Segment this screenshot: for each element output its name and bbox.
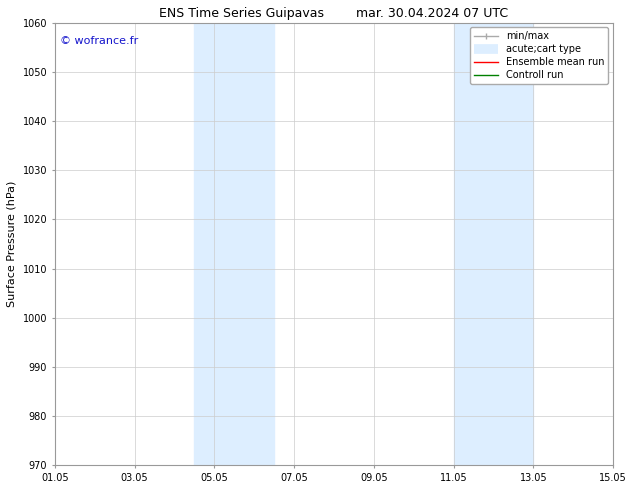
- Text: © wofrance.fr: © wofrance.fr: [60, 36, 139, 46]
- Bar: [195, 23, 274, 466]
- Legend: min/max, acute;cart type, Ensemble mean run, Controll run: min/max, acute;cart type, Ensemble mean …: [470, 27, 608, 84]
- Bar: [454, 23, 533, 466]
- Title: ENS Time Series Guipavas        mar. 30.04.2024 07 UTC: ENS Time Series Guipavas mar. 30.04.2024…: [159, 7, 508, 20]
- Y-axis label: Surface Pressure (hPa): Surface Pressure (hPa): [7, 181, 17, 307]
